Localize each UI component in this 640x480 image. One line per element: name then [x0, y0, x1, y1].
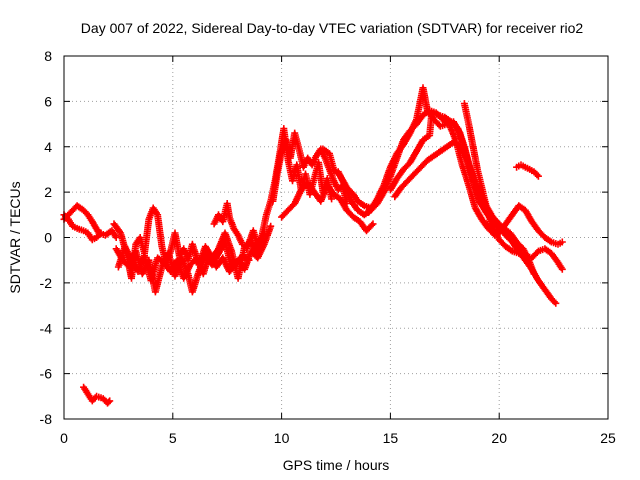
y-tick-label: -4: [40, 320, 53, 336]
series-arc-16: [460, 100, 566, 273]
y-tick-label: 2: [44, 184, 52, 200]
y-tick-label: 4: [44, 139, 52, 155]
x-tick-label: 15: [383, 430, 399, 446]
series-arc-10: [278, 179, 377, 235]
y-tick-label: 0: [44, 230, 52, 246]
y-tick-label: 6: [44, 93, 52, 109]
data-points: [114, 243, 253, 285]
y-axis-label: SDTVAR / TECUs: [7, 181, 23, 293]
y-tick-label: -2: [40, 275, 53, 291]
x-axis-label: GPS time / hours: [283, 457, 390, 473]
y-tick-label: -6: [40, 366, 53, 382]
series-arc-18: [513, 161, 542, 180]
series-arc-3: [80, 383, 114, 407]
data-points: [278, 179, 377, 235]
data-points: [460, 100, 566, 273]
axes: 0 5 10 15 20 25 -8 -6 -4 -2 0 2 4 6 8: [40, 48, 616, 446]
data-points: [269, 129, 351, 207]
x-tick-label: 20: [491, 430, 507, 446]
x-tick-label: 0: [60, 430, 68, 446]
data-points: [482, 202, 566, 248]
x-tick-label: 5: [169, 430, 177, 446]
data-points: [210, 200, 246, 248]
y-tick-label: -8: [40, 411, 53, 427]
data-points: [80, 383, 114, 407]
series-arc-7: [210, 200, 246, 248]
series-arc-9: [269, 129, 351, 207]
data-points: [513, 161, 542, 180]
data-layer: [60, 84, 566, 407]
series-arc-17: [482, 202, 566, 248]
y-tick-label: 8: [44, 48, 52, 64]
series-arc-6: [114, 243, 253, 285]
x-tick-label: 25: [600, 430, 616, 446]
x-tick-label: 10: [274, 430, 290, 446]
chart-title: Day 007 of 2022, Sidereal Day-to-day VTE…: [81, 20, 584, 36]
grid-lines: [64, 56, 608, 419]
